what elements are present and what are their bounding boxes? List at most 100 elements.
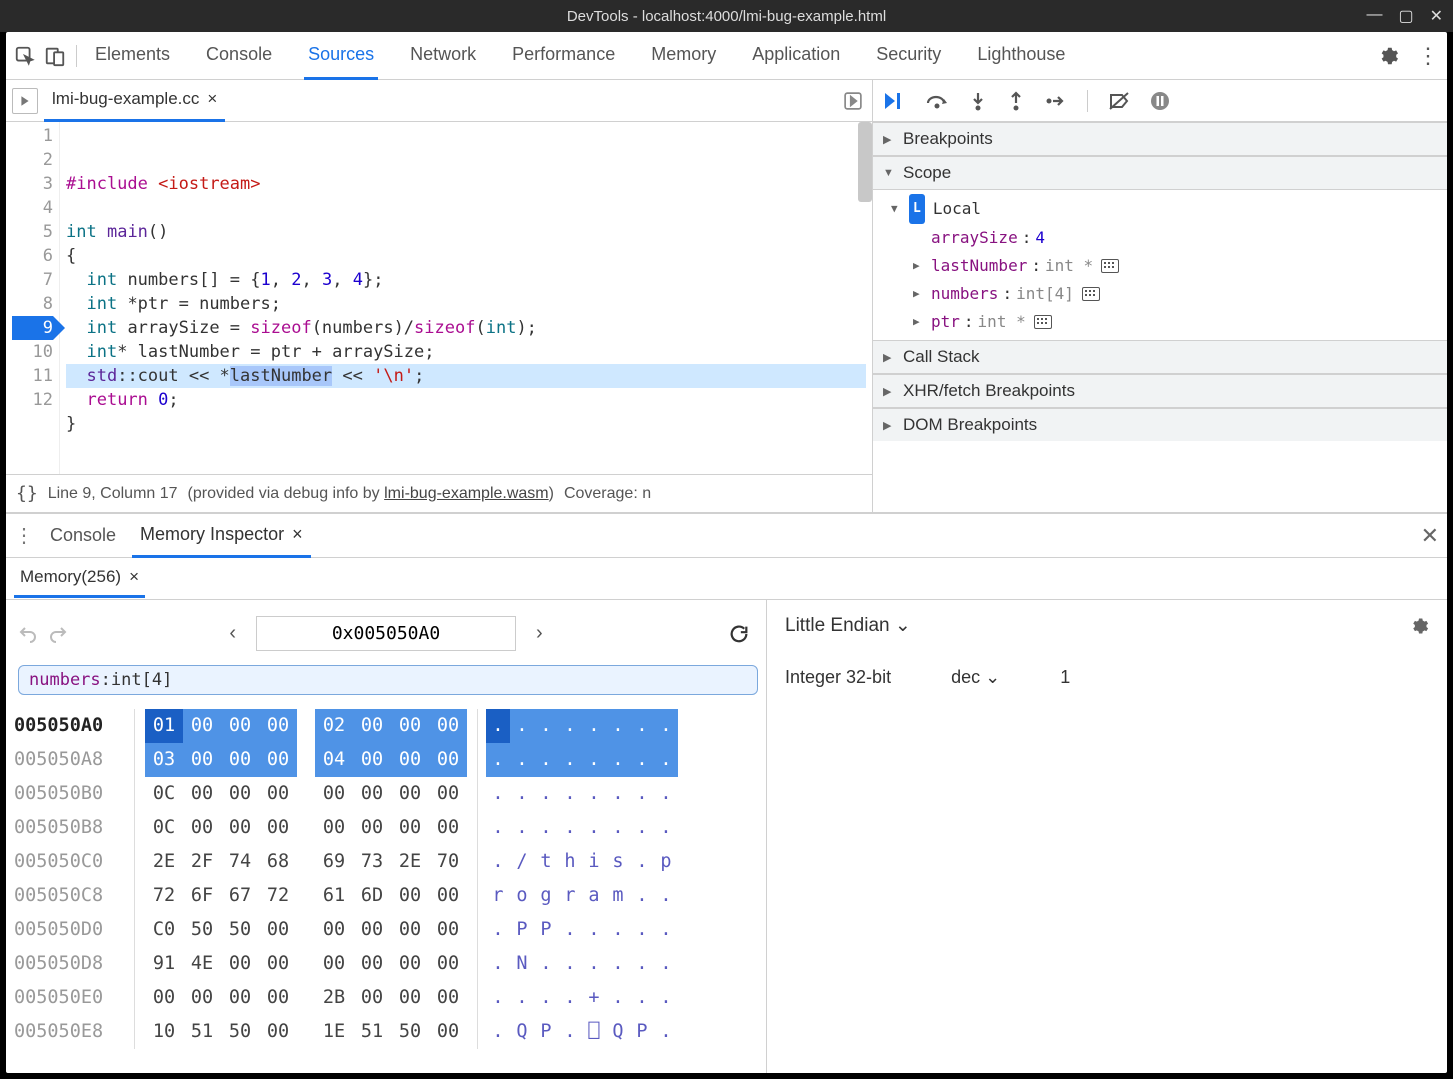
tab-console[interactable]: Console [202,32,276,80]
memory-tab-close-icon[interactable]: × [129,567,139,587]
ascii-char[interactable]: . [534,709,558,743]
ascii-char[interactable]: . [630,777,654,811]
hex-byte[interactable]: 50 [391,1015,429,1049]
hex-byte[interactable]: 00 [391,913,429,947]
interpreter-repr[interactable]: dec ⌄ [951,667,1000,688]
ascii-char[interactable]: . [606,743,630,777]
ascii-char[interactable]: . [558,709,582,743]
hex-byte[interactable]: 00 [221,777,259,811]
hex-byte[interactable]: 00 [221,743,259,777]
ascii-char[interactable]: . [534,743,558,777]
hex-byte[interactable]: 00 [429,913,467,947]
hex-byte[interactable]: 51 [353,1015,391,1049]
code-line[interactable]: } [66,412,866,436]
ascii-char[interactable]: . [510,709,534,743]
hex-byte[interactable]: 72 [145,879,183,913]
hex-byte[interactable]: 91 [145,947,183,981]
ascii-char[interactable]: . [630,845,654,879]
ascii-char[interactable]: r [486,879,510,913]
reveal-in-memory-icon[interactable] [1101,259,1119,273]
hex-byte[interactable]: C0 [145,913,183,947]
ascii-char[interactable]: . [510,811,534,845]
code-line[interactable]: { [66,244,866,268]
run-snippet-icon[interactable] [840,88,866,114]
hex-byte[interactable]: 00 [353,777,391,811]
ascii-char[interactable]: . [582,743,606,777]
file-tab-close-icon[interactable]: × [207,89,217,109]
scrollbar[interactable] [858,122,872,202]
ascii-char[interactable]: . [630,743,654,777]
ascii-char[interactable]: Q [510,1015,534,1049]
hex-byte[interactable]: 00 [429,1015,467,1049]
ascii-char[interactable]: . [654,811,678,845]
hex-byte[interactable]: 00 [259,947,297,981]
ascii-char[interactable]: . [558,981,582,1015]
tab-performance[interactable]: Performance [508,32,619,80]
scope-local-header[interactable]: LLocal [891,194,1447,224]
ascii-char[interactable]: r [558,879,582,913]
hex-byte[interactable]: 00 [429,743,467,777]
ascii-char[interactable]: . [606,811,630,845]
hex-byte[interactable]: 74 [221,845,259,879]
code-line[interactable] [66,196,866,220]
hex-byte[interactable]: 00 [353,709,391,743]
ascii-char[interactable]: . [486,811,510,845]
resume-icon[interactable] [883,91,905,111]
callstack-section[interactable]: Call Stack [873,340,1447,374]
hex-byte[interactable]: 1E [315,1015,353,1049]
device-icon[interactable] [44,45,66,67]
ascii-char[interactable]: . [582,777,606,811]
hex-byte[interactable]: 00 [391,947,429,981]
ascii-char[interactable]: t [534,845,558,879]
hex-byte[interactable]: 50 [221,913,259,947]
hex-byte[interactable]: 01 [145,709,183,743]
interpreter-settings-icon[interactable] [1409,616,1429,636]
hex-byte[interactable]: 6F [183,879,221,913]
hex-byte[interactable]: 00 [315,947,353,981]
inspect-icon[interactable] [14,45,36,67]
hex-byte[interactable]: 2F [183,845,221,879]
gear-icon[interactable] [1377,45,1399,67]
hex-byte[interactable]: 2B [315,981,353,1015]
ascii-char[interactable]: . [558,913,582,947]
object-chip[interactable]: numbers: int[4] [18,665,758,695]
tab-close-icon[interactable]: × [292,524,303,545]
ascii-char[interactable]: . [654,879,678,913]
hex-byte[interactable]: 00 [429,879,467,913]
endian-toggle[interactable]: Little Endian ⌄ [785,614,911,637]
hex-byte[interactable]: 00 [183,811,221,845]
scope-section[interactable]: Scope [873,156,1447,190]
hex-byte[interactable]: 00 [259,743,297,777]
hex-byte[interactable]: 00 [353,913,391,947]
hex-byte[interactable]: 00 [391,709,429,743]
hex-byte[interactable]: 00 [353,811,391,845]
hex-byte[interactable]: 00 [429,981,467,1015]
scope-variable[interactable]: numbers: int[4] [913,280,1447,308]
hex-byte[interactable]: 69 [315,845,353,879]
hex-byte[interactable]: 00 [221,981,259,1015]
next-page-icon[interactable]: › [528,622,551,645]
tab-elements[interactable]: Elements [91,32,174,80]
ascii-char[interactable]: . [654,777,678,811]
ascii-char[interactable]: . [558,1015,582,1049]
ascii-char[interactable]: . [486,709,510,743]
ascii-char[interactable]: . [582,913,606,947]
hex-byte[interactable]: 03 [145,743,183,777]
hex-byte[interactable]: 00 [183,981,221,1015]
tab-sources[interactable]: Sources [304,32,378,80]
file-tab[interactable]: lmi-bug-example.cc × [44,79,225,122]
drawer-menu-icon[interactable]: ⋮ [14,523,34,548]
hex-byte[interactable]: 00 [315,811,353,845]
scope-variable[interactable]: lastNumber: int * [913,252,1447,280]
ascii-char[interactable]: . [486,743,510,777]
ascii-char[interactable]: . [606,709,630,743]
hex-byte[interactable]: 00 [391,981,429,1015]
hex-byte[interactable]: 00 [221,709,259,743]
tab-memory[interactable]: Memory [647,32,720,80]
ascii-char[interactable]: . [582,811,606,845]
ascii-char[interactable]: ⎕ [582,1015,606,1049]
code-line[interactable] [66,436,866,460]
hex-byte[interactable]: 0C [145,811,183,845]
hex-byte[interactable]: 00 [183,777,221,811]
tab-lighthouse[interactable]: Lighthouse [973,32,1069,80]
